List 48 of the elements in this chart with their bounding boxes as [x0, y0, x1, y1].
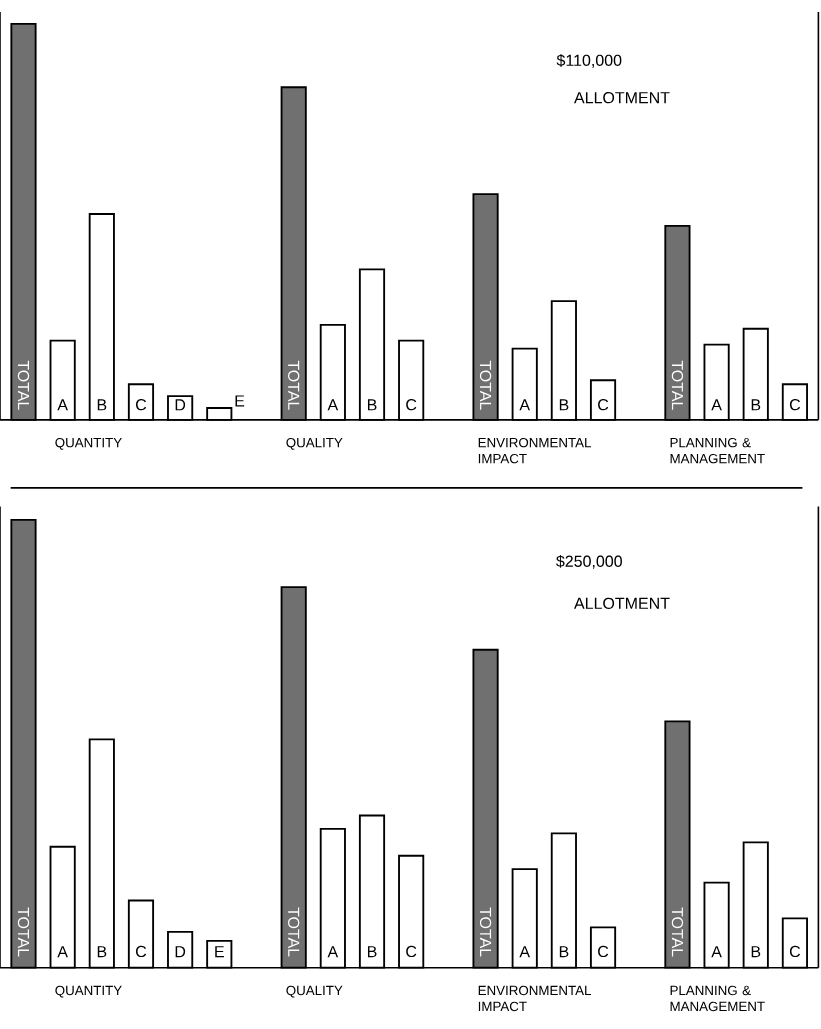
x-tick-label: B — [559, 399, 569, 411]
x-tick-label: B — [367, 399, 377, 411]
x-tick-label: C — [135, 399, 147, 411]
text: $250,000 — [556, 554, 622, 569]
text: QUANTITY — [55, 437, 122, 450]
x-tick-label: B — [751, 946, 761, 958]
x-tick-label: C — [598, 945, 609, 958]
x-tick-label: E — [235, 395, 245, 407]
x-tick-label: A — [327, 399, 339, 411]
x-tick-label: TOTAL — [288, 907, 300, 957]
x-tick-label: B — [751, 399, 761, 411]
x-tick-label: TOTAL — [479, 360, 492, 410]
x-tick-label: A — [711, 399, 722, 411]
x-tick-label: TOTAL — [479, 907, 492, 957]
x-tick-label: C — [598, 399, 609, 411]
x-tick-label: C — [789, 945, 801, 958]
x-tick-label: TOTAL — [17, 907, 30, 957]
text: ALLOTMENT — [573, 597, 670, 609]
text: QUANTITY — [55, 985, 122, 998]
x-tick-label: TOTAL — [671, 360, 684, 410]
x-tick-label: B — [367, 946, 377, 958]
text: ENVIRONMENTAL IMPACT — [478, 985, 591, 1012]
x-tick-label: TOTAL — [671, 907, 684, 957]
x-tick-label: C — [406, 399, 417, 411]
x-tick-label: C — [789, 399, 801, 411]
x-tick-label: A — [327, 946, 339, 958]
x-tick-label: E — [215, 946, 224, 958]
x-tick-label: B — [559, 946, 569, 958]
x-tick-label: D — [175, 946, 186, 958]
x-tick-label: C — [135, 945, 147, 958]
x-tick-label: TOTAL — [17, 360, 30, 410]
x-tick-label: A — [711, 946, 722, 958]
text: $110,000 — [556, 54, 622, 68]
text: QUALITY — [286, 437, 343, 450]
text: PLANNING & MANAGEMENT — [670, 437, 765, 464]
x-tick-label: A — [519, 399, 530, 411]
x-tick-label: D — [175, 399, 186, 411]
x-tick-label: B — [97, 399, 107, 411]
x-tick-label: C — [406, 945, 417, 958]
x-tick-label: A — [57, 946, 68, 958]
x-tick-label: A — [57, 399, 68, 411]
x-tick-label: TOTAL — [288, 360, 300, 410]
text: PLANNING & MANAGEMENT — [670, 985, 765, 1012]
text: ALLOTMENT — [573, 91, 670, 104]
text: ENVIRONMENTAL IMPACT — [478, 437, 591, 464]
x-tick-label: A — [519, 946, 530, 958]
text: QUALITY — [286, 985, 343, 998]
x-tick-label: B — [97, 946, 107, 958]
